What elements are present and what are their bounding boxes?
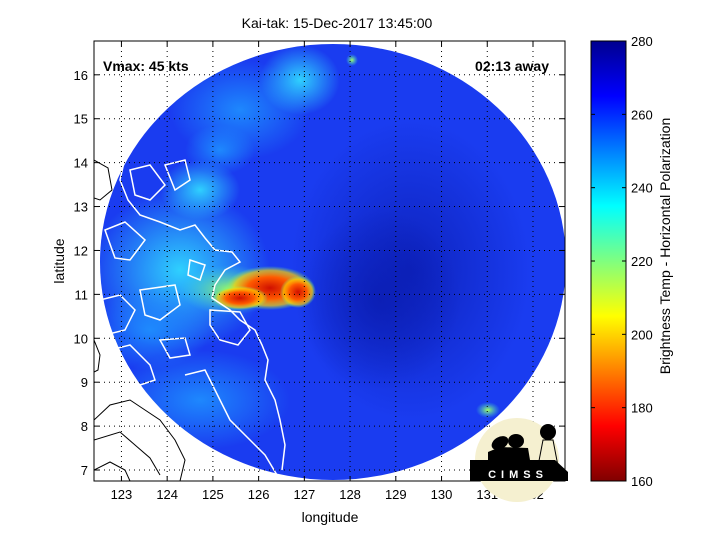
coastlines-outside-swath <box>94 159 186 481</box>
y-tick-label: 10 <box>74 331 88 346</box>
plot-title: Kai-tak: 15-Dec-2017 13:45:00 <box>242 15 433 31</box>
y-tick-label: 13 <box>74 200 88 215</box>
x-tick-label: 124 <box>156 487 178 502</box>
x-tick-label: 129 <box>385 487 407 502</box>
cimss-logo: CIMSS <box>470 418 568 502</box>
vmax-annotation: Vmax: 45 kts <box>103 58 189 74</box>
y-tick-label: 14 <box>74 156 88 171</box>
cimss-logo-text: CIMSS <box>488 469 548 481</box>
y-tick-label: 11 <box>75 287 89 302</box>
colorbar-tick-label: 200 <box>631 327 653 342</box>
x-tick-label: 130 <box>431 487 453 502</box>
coastlines <box>94 157 286 481</box>
y-tick-label: 12 <box>74 243 88 258</box>
x-axis-label: longitude <box>302 509 359 525</box>
time-away-annotation: 02:13 away <box>475 58 549 74</box>
x-tick-label: 123 <box>111 487 133 502</box>
colorbar <box>590 40 627 482</box>
colorbar-label: Brightness Temp - Horizontal Polarizatio… <box>657 118 673 375</box>
y-axis-label: latitude <box>51 238 67 283</box>
gridlines <box>94 41 565 481</box>
colorbar-tick-label: 280 <box>631 34 653 49</box>
x-ticks: 123124125126127128129130131132 <box>111 41 544 502</box>
y-tick-label: 16 <box>74 68 88 83</box>
colorbar-ticks: 160 180 200 220 240 260 280 <box>591 34 653 489</box>
y-tick-label: 7 <box>81 463 88 478</box>
x-tick-label: 128 <box>339 487 361 502</box>
colorbar-tick-label: 260 <box>631 107 653 122</box>
colorbar-tick-label: 160 <box>631 474 653 489</box>
map-area <box>94 41 565 481</box>
colorbar-tick-label: 220 <box>631 254 653 269</box>
x-tick-label: 127 <box>293 487 315 502</box>
y-tick-label: 15 <box>74 112 88 127</box>
x-tick-label: 125 <box>202 487 224 502</box>
axes-frame <box>93 40 566 482</box>
x-tick-label: 126 <box>248 487 270 502</box>
y-tick-label: 9 <box>81 375 88 390</box>
colorbar-tick-label: 180 <box>631 401 653 416</box>
colorbar-tick-label: 240 <box>631 181 653 196</box>
y-ticks: 7 8 9 10 11 12 13 14 15 16 <box>74 68 565 478</box>
y-tick-label: 8 <box>81 419 88 434</box>
